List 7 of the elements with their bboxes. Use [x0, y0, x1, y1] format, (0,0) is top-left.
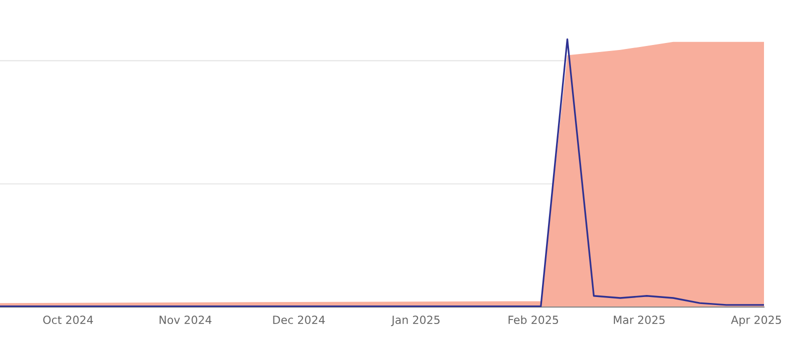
x-tick-label: Feb 2025 — [508, 315, 558, 324]
x-tick-label: Jan 2025 — [390, 316, 440, 326]
x-tick-label: Nov 2024 — [160, 316, 212, 324]
x-tick-label: Mar 2025 — [614, 316, 665, 324]
x-tick-label: Apr 2025 — [731, 316, 781, 326]
x-tick-label: Oct 2024 — [43, 316, 93, 324]
x-tick-label: Dec 2024 — [273, 316, 325, 324]
